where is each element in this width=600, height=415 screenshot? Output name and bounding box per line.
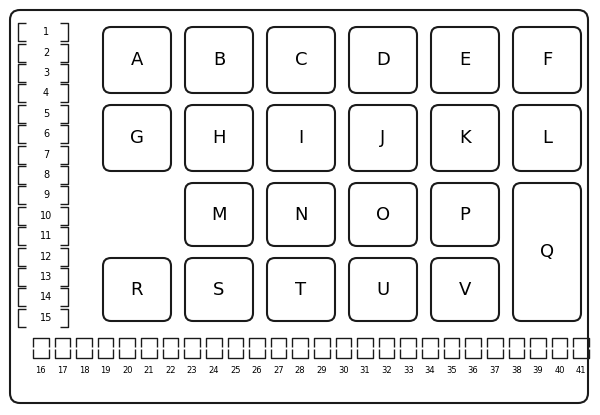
- FancyBboxPatch shape: [513, 183, 581, 321]
- Text: 15: 15: [40, 313, 52, 323]
- Text: N: N: [294, 205, 308, 224]
- Text: 34: 34: [425, 366, 435, 374]
- Text: P: P: [460, 205, 470, 224]
- FancyBboxPatch shape: [185, 27, 253, 93]
- Text: 33: 33: [403, 366, 413, 374]
- Text: 8: 8: [43, 170, 49, 180]
- Text: 28: 28: [295, 366, 305, 374]
- FancyBboxPatch shape: [431, 105, 499, 171]
- FancyBboxPatch shape: [513, 105, 581, 171]
- Text: 11: 11: [40, 231, 52, 241]
- Text: 21: 21: [143, 366, 154, 374]
- FancyBboxPatch shape: [431, 258, 499, 321]
- Text: 22: 22: [165, 366, 176, 374]
- Text: O: O: [376, 205, 390, 224]
- Text: 18: 18: [79, 366, 89, 374]
- Text: 10: 10: [40, 211, 52, 221]
- Text: V: V: [459, 281, 471, 298]
- FancyBboxPatch shape: [267, 258, 335, 321]
- Text: D: D: [376, 51, 390, 69]
- Text: 19: 19: [100, 366, 111, 374]
- Text: 27: 27: [273, 366, 284, 374]
- Text: Q: Q: [540, 243, 554, 261]
- Text: U: U: [376, 281, 389, 298]
- Text: 39: 39: [533, 366, 543, 374]
- Text: 37: 37: [490, 366, 500, 374]
- Text: 31: 31: [360, 366, 370, 374]
- Text: 29: 29: [317, 366, 327, 374]
- Text: 2: 2: [43, 48, 49, 58]
- Text: 30: 30: [338, 366, 349, 374]
- Text: 25: 25: [230, 366, 241, 374]
- FancyBboxPatch shape: [431, 183, 499, 246]
- FancyBboxPatch shape: [349, 183, 417, 246]
- Text: 14: 14: [40, 293, 52, 303]
- Text: I: I: [298, 129, 304, 147]
- Text: L: L: [542, 129, 552, 147]
- FancyBboxPatch shape: [103, 27, 171, 93]
- Text: 7: 7: [43, 149, 49, 160]
- Text: 16: 16: [35, 366, 46, 374]
- Text: 13: 13: [40, 272, 52, 282]
- Text: 20: 20: [122, 366, 133, 374]
- FancyBboxPatch shape: [103, 105, 171, 171]
- Text: 35: 35: [446, 366, 457, 374]
- Text: 32: 32: [382, 366, 392, 374]
- Text: 9: 9: [43, 190, 49, 200]
- Text: A: A: [131, 51, 143, 69]
- Text: 41: 41: [576, 366, 586, 374]
- Text: G: G: [130, 129, 144, 147]
- FancyBboxPatch shape: [10, 10, 588, 403]
- Text: 17: 17: [57, 366, 68, 374]
- FancyBboxPatch shape: [431, 27, 499, 93]
- Text: 38: 38: [511, 366, 522, 374]
- Text: K: K: [459, 129, 471, 147]
- Text: 4: 4: [43, 88, 49, 98]
- FancyBboxPatch shape: [103, 258, 171, 321]
- Text: 6: 6: [43, 129, 49, 139]
- FancyBboxPatch shape: [185, 183, 253, 246]
- Text: 24: 24: [208, 366, 219, 374]
- FancyBboxPatch shape: [349, 27, 417, 93]
- FancyBboxPatch shape: [267, 105, 335, 171]
- Text: 12: 12: [40, 251, 52, 261]
- Text: C: C: [295, 51, 307, 69]
- Text: M: M: [211, 205, 227, 224]
- FancyBboxPatch shape: [267, 183, 335, 246]
- Text: T: T: [295, 281, 307, 298]
- FancyBboxPatch shape: [349, 105, 417, 171]
- Text: E: E: [460, 51, 470, 69]
- FancyBboxPatch shape: [513, 27, 581, 93]
- Text: R: R: [131, 281, 143, 298]
- Text: 36: 36: [468, 366, 478, 374]
- Text: 1: 1: [43, 27, 49, 37]
- Text: 5: 5: [43, 109, 49, 119]
- Text: B: B: [213, 51, 225, 69]
- FancyBboxPatch shape: [185, 258, 253, 321]
- Text: 23: 23: [187, 366, 197, 374]
- Text: F: F: [542, 51, 552, 69]
- Text: J: J: [380, 129, 386, 147]
- Text: 40: 40: [554, 366, 565, 374]
- FancyBboxPatch shape: [349, 258, 417, 321]
- FancyBboxPatch shape: [185, 105, 253, 171]
- FancyBboxPatch shape: [267, 27, 335, 93]
- Text: H: H: [212, 129, 226, 147]
- Text: 26: 26: [251, 366, 262, 374]
- Text: S: S: [214, 281, 224, 298]
- Text: 3: 3: [43, 68, 49, 78]
